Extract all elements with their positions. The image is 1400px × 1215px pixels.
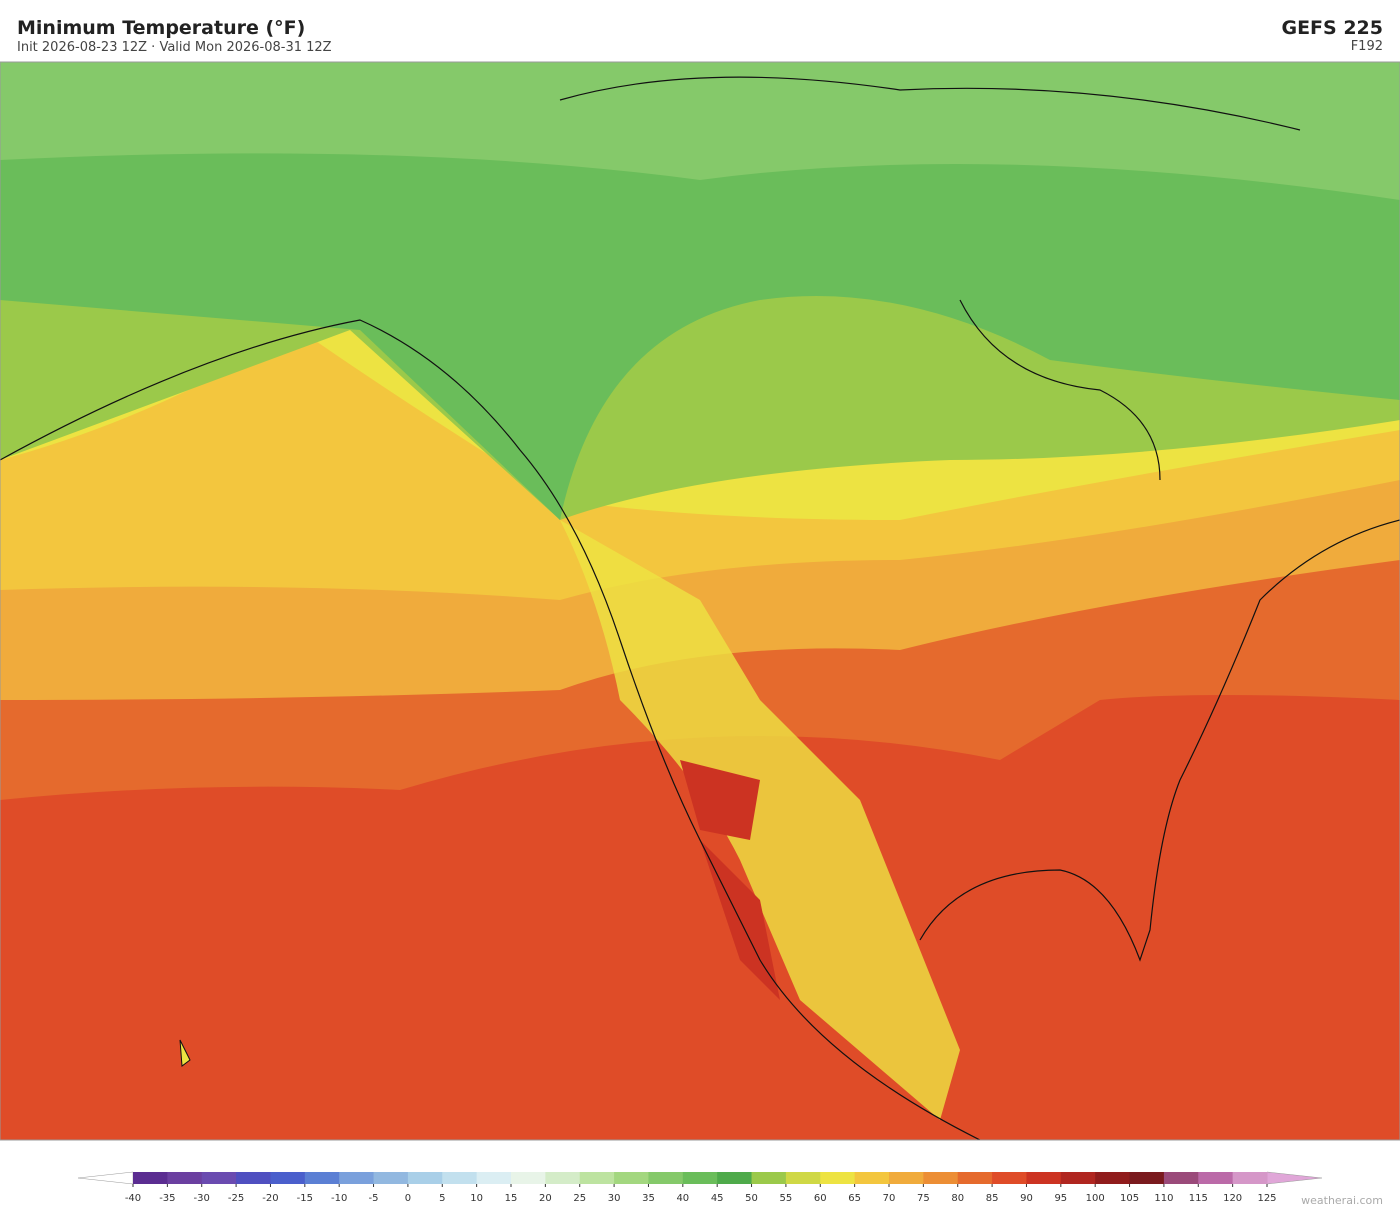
colorbar-label: 110 [1154,1193,1173,1204]
title: Minimum Temperature (°F) [17,17,305,39]
colorbar-label: 60 [814,1193,827,1204]
colorbar-bin [614,1172,649,1184]
colorbar-label: 35 [642,1193,655,1204]
colorbar-bin [820,1172,856,1184]
colorbar-label: -25 [228,1193,244,1204]
colorbar-label: 15 [505,1193,518,1204]
colorbar-label: 25 [573,1193,586,1204]
colorbar-label: 75 [917,1193,930,1204]
colorbar-label: 95 [1054,1193,1067,1204]
colorbar-bin [304,1172,340,1184]
colorbar-bin [923,1172,959,1184]
colorbar-label: 85 [986,1193,999,1204]
colorbar-bin [648,1172,684,1184]
colorbar-label: 0 [405,1193,411,1204]
colorbar-label: 115 [1189,1193,1208,1204]
colorbar-bin [201,1172,237,1184]
colorbar-bin [1232,1172,1268,1184]
colorbar-label: -20 [262,1193,278,1204]
colorbar-label: 50 [745,1193,758,1204]
colorbar-bin [373,1172,409,1184]
colorbar-bin [1129,1172,1165,1184]
colorbar-label: -10 [331,1193,347,1204]
colorbar-bin [407,1172,443,1184]
forecast-hour: F192 [1351,39,1383,54]
colorbar-label: 90 [1020,1193,1033,1204]
colorbar-bin [442,1172,478,1184]
colorbar-bin [751,1172,787,1184]
colorbar-bin [236,1172,271,1184]
map [0,61,1400,1141]
colorbar-bin [270,1172,306,1184]
colorbar-bin [854,1172,890,1184]
colorbar-bin [545,1172,581,1184]
credit: weatherai.com [1301,1194,1383,1207]
colorbar-label: -40 [125,1193,141,1204]
colorbar-bin [1163,1172,1199,1184]
colorbar-bin [1060,1172,1096,1184]
colorbar-bin [579,1172,615,1184]
colorbar-label: -5 [369,1193,379,1204]
colorbar-label: 55 [780,1193,793,1204]
subtitle: Init 2026-08-23 12Z · Valid Mon 2026-08-… [17,40,332,55]
colorbar-label: 120 [1223,1193,1242,1204]
colorbar-label: 5 [439,1193,445,1204]
colorbar-bin [511,1172,546,1184]
colorbar-bin [133,1172,168,1184]
colorbar-bin [889,1172,924,1184]
colorbar-label: 65 [848,1193,861,1204]
colorbar-bin [339,1172,375,1184]
colorbar-label: -15 [297,1193,313,1204]
colorbar-bin [957,1172,993,1184]
colorbar-bin [682,1172,718,1184]
colorbar: -40 -35 -30 -25 -20 -15 -10 -5 0 5 10 15 20 25 30 35 40 4… [77,1171,1323,1204]
colorbar-label: 45 [711,1193,724,1204]
colorbar-bin [992,1172,1027,1184]
colorbar-label: 100 [1086,1193,1105,1204]
colorbar-label: 125 [1257,1193,1276,1204]
colorbar-bin [785,1172,821,1184]
colorbar-label: 40 [676,1193,689,1204]
colorbar-under [77,1171,134,1185]
colorbar-over [1266,1171,1323,1185]
model: GEFS 225 [1281,17,1383,39]
colorbar-bin [167,1172,203,1184]
colorbar-label: 70 [883,1193,896,1204]
colorbar-bin [717,1172,753,1184]
colorbar-label: 80 [951,1193,964,1204]
colorbar-bin [1198,1172,1234,1184]
colorbar-label: 10 [470,1193,483,1204]
colorbar-label: 105 [1120,1193,1139,1204]
colorbar-label: 30 [608,1193,621,1204]
colorbar-bin [1095,1172,1131,1184]
colorbar-label: -35 [159,1193,175,1204]
colorbar-bin [1026,1172,1062,1184]
colorbar-bin [476,1172,512,1184]
colorbar-label: 20 [539,1193,552,1204]
colorbar-label: -30 [194,1193,210,1204]
